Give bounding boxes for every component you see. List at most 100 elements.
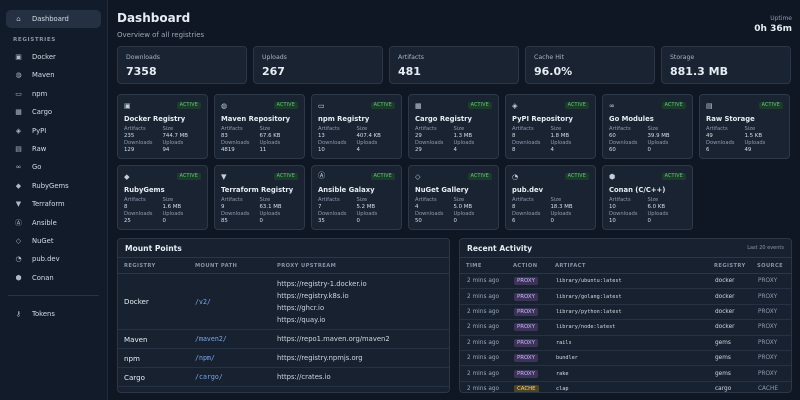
status-badge: ACTIVE	[467, 101, 492, 109]
sidebar-item-label: Go	[32, 163, 42, 172]
metric-value-downloads: 60	[609, 147, 616, 153]
status-badge: ACTIVE	[273, 101, 298, 109]
activity-action: PROXY	[514, 369, 556, 378]
activity-time: 2 mins ago	[467, 370, 500, 377]
metric-value-size: 18.3 MB	[550, 204, 573, 210]
metric-label-artifacts: Artifacts	[124, 126, 146, 132]
activity-artifact: library/ubuntu:latest	[556, 278, 622, 285]
action-badge: PROXY	[514, 338, 538, 347]
registry-card-raw-storage[interactable]: ▤ ACTIVE Raw Storage Artifacts 49 Size 1.5 KB D…	[699, 94, 790, 159]
sidebar-item-dashboard[interactable]: ⌂ Dashboard	[6, 10, 101, 28]
mount-path: /v2/	[195, 297, 211, 306]
registry-name: PyPI Repository	[512, 115, 573, 123]
registry-name: npm Registry	[318, 115, 370, 123]
sidebar-item-ansible[interactable]: Ⓐ Ansible	[6, 214, 101, 232]
registry-card-pypi-repository[interactable]: ◈ ACTIVE PyPI Repository Artifacts 8 Size 1.8 …	[505, 94, 596, 159]
metric-value-uploads: 4	[453, 147, 457, 153]
pubdev-icon: ◔	[15, 255, 22, 264]
action-badge: PROXY	[514, 277, 538, 286]
mount-table-body: Docker/v2/https://registry-1.docker.io ht…	[118, 274, 449, 387]
sidebar-item-maven[interactable]: ◍ Maven	[6, 66, 101, 84]
upstream-url: https://registry.npmjs.org	[277, 354, 363, 362]
registry-card-top: ▣ ACTIVE	[124, 100, 201, 110]
table-row: 2 mins ago PROXY library/node:latest docker…	[460, 320, 791, 336]
sidebar-divider	[8, 294, 99, 296]
metric-value-downloads: 50	[415, 218, 422, 224]
sidebar-item-cargo[interactable]: ▦ Cargo	[6, 103, 101, 121]
stat-label: Uploads	[262, 54, 287, 61]
registry-card-maven-repository[interactable]: ◍ ACTIVE Maven Repository Artifacts 83 Size 67…	[214, 94, 305, 159]
metric-label-artifacts: Artifacts	[221, 197, 243, 203]
metric-label-artifacts: Artifacts	[512, 197, 534, 203]
registry-card-go-modules[interactable]: ∞ ACTIVE Go Modules Artifacts 60 Size 39.9 MB D…	[602, 94, 693, 159]
stat-value: 267	[262, 65, 285, 78]
registry-metrics: Artifacts 10 Size 6.0 KB Downloads 10 Uploads 0	[609, 197, 686, 224]
status-badge: ACTIVE	[370, 172, 395, 180]
activity-time: 2 mins ago	[467, 339, 500, 346]
column-proxy-upstream: PROXY UPSTREAM	[277, 262, 337, 269]
sidebar-item-terraform[interactable]: ▼ Terraform	[6, 195, 101, 213]
metric-label-size: Size	[453, 197, 465, 203]
sidebar-item-nuget[interactable]: ◇ NuGet	[6, 232, 101, 250]
registry-card-docker-registry[interactable]: ▣ ACTIVE Docker Registry Artifacts 235 Size 74…	[117, 94, 208, 159]
registry-card-npm-registry[interactable]: ▭ ACTIVE npm Registry Artifacts 13 Size 407.4 …	[311, 94, 402, 159]
registry-card-top: Ⓐ ACTIVE	[318, 171, 395, 181]
action-badge: PROXY	[514, 323, 538, 332]
metric-label-artifacts: Artifacts	[415, 126, 437, 132]
registry-metrics: Artifacts 13 Size 407.4 KB Downloads 10 Upload…	[318, 126, 395, 153]
metric-label-size: Size	[259, 126, 271, 132]
registry-card-rubygems[interactable]: ◆ ACTIVE RubyGems Artifacts 8 Size 1.6 MB Downl…	[117, 165, 208, 230]
sidebar-item-pypi[interactable]: ◈ PyPI	[6, 122, 101, 140]
sidebar-item-conan[interactable]: ⬢ Conan	[6, 269, 101, 287]
activity-action: PROXY	[514, 307, 556, 316]
registry-card-top: ◔ ACTIVE	[512, 171, 589, 181]
stats-row: Downloads 7358 Uploads 267 Artifacts 481…	[117, 46, 791, 84]
activity-action: CACHE	[514, 384, 556, 392]
registry-card-cargo-registry[interactable]: ▦ ACTIVE Cargo Registry Artifacts 29 Size 1.3 …	[408, 94, 499, 159]
action-badge: CACHE	[514, 384, 539, 392]
metric-value-uploads: 0	[550, 218, 554, 224]
key-icon: ⚷	[15, 309, 22, 318]
table-row: 2 mins ago PROXY library/python:latest dock…	[460, 305, 791, 321]
metric-value-size: 5.2 MB	[356, 204, 376, 210]
metric-value-downloads: 8	[512, 147, 516, 153]
activity-action: PROXY	[514, 338, 556, 347]
stat-value: 96.0%	[534, 65, 573, 78]
activity-action: PROXY	[514, 277, 556, 286]
table-row: 2 mins ago PROXY library/golang:latest dock…	[460, 289, 791, 305]
pypi-icon: ◈	[15, 126, 22, 135]
sidebar-item-tokens[interactable]: ⚷ Tokens	[6, 305, 101, 323]
sidebar-item-go[interactable]: ∞ Go	[6, 158, 101, 176]
registry-card-pub-dev[interactable]: ◔ ACTIVE pub.dev Artifacts 8 Size 18.3 MB Downl…	[505, 165, 596, 230]
docker-icon: ▣	[15, 53, 22, 61]
upstream-url: https://quay.io	[277, 315, 326, 324]
mount-path: /cargo/	[195, 373, 223, 381]
maven-icon: ◍	[15, 71, 22, 80]
registry-card-conan-c-c[interactable]: ⬢ ACTIVE Conan (C/C++) Artifacts 10 Size 6.0 K…	[602, 165, 693, 230]
upstream-url: https://registry.k8s.io	[277, 291, 349, 300]
sidebar-item-docker[interactable]: ▣ Docker	[6, 48, 101, 66]
registry-card-top: ▦ ACTIVE	[415, 100, 492, 110]
activity-registry: docker	[715, 324, 735, 331]
recent-activity-panel: Recent Activity Last 20 events TIME ACTI…	[459, 238, 792, 393]
registry-metrics: Artifacts 8 Size 1.8 MB Downloads 8 Uploads 4	[512, 126, 589, 153]
sidebar-item-pub-dev[interactable]: ◔ pub.dev	[6, 250, 101, 268]
sidebar-item-npm[interactable]: ▭ npm	[6, 85, 101, 103]
registry-card-top: ◈ ACTIVE	[512, 100, 589, 110]
activity-action: PROXY	[514, 354, 556, 363]
sidebar-item-rubygems[interactable]: ◆ RubyGems	[6, 177, 101, 195]
metric-label-downloads: Downloads	[609, 211, 638, 217]
activity-source: PROXY	[758, 308, 778, 315]
registry-card-terraform-registry[interactable]: ▼ ACTIVE Terraform Registry Artifacts 9 Size 6…	[214, 165, 305, 230]
registry-card-nuget-gallery[interactable]: ◇ ACTIVE NuGet Gallery Artifacts 4 Size 5.0 MB…	[408, 165, 499, 230]
registry-card-ansible-galaxy[interactable]: Ⓐ ACTIVE Ansible Galaxy Artifacts 7 Size 5.2 M…	[311, 165, 402, 230]
registry-metrics: Artifacts 83 Size 67.6 KB Downloads 4819 Uploa…	[221, 126, 298, 153]
metric-label-artifacts: Artifacts	[609, 197, 631, 203]
metric-label-downloads: Downloads	[318, 140, 347, 146]
metric-label-uploads: Uploads	[259, 211, 281, 217]
registry-name: Cargo Registry	[415, 115, 472, 123]
metric-label-uploads: Uploads	[647, 140, 669, 146]
upstream-url: https://registry-1.docker.io	[277, 279, 367, 288]
metric-label-size: Size	[259, 197, 271, 203]
sidebar-item-raw[interactable]: ▤ Raw	[6, 140, 101, 158]
